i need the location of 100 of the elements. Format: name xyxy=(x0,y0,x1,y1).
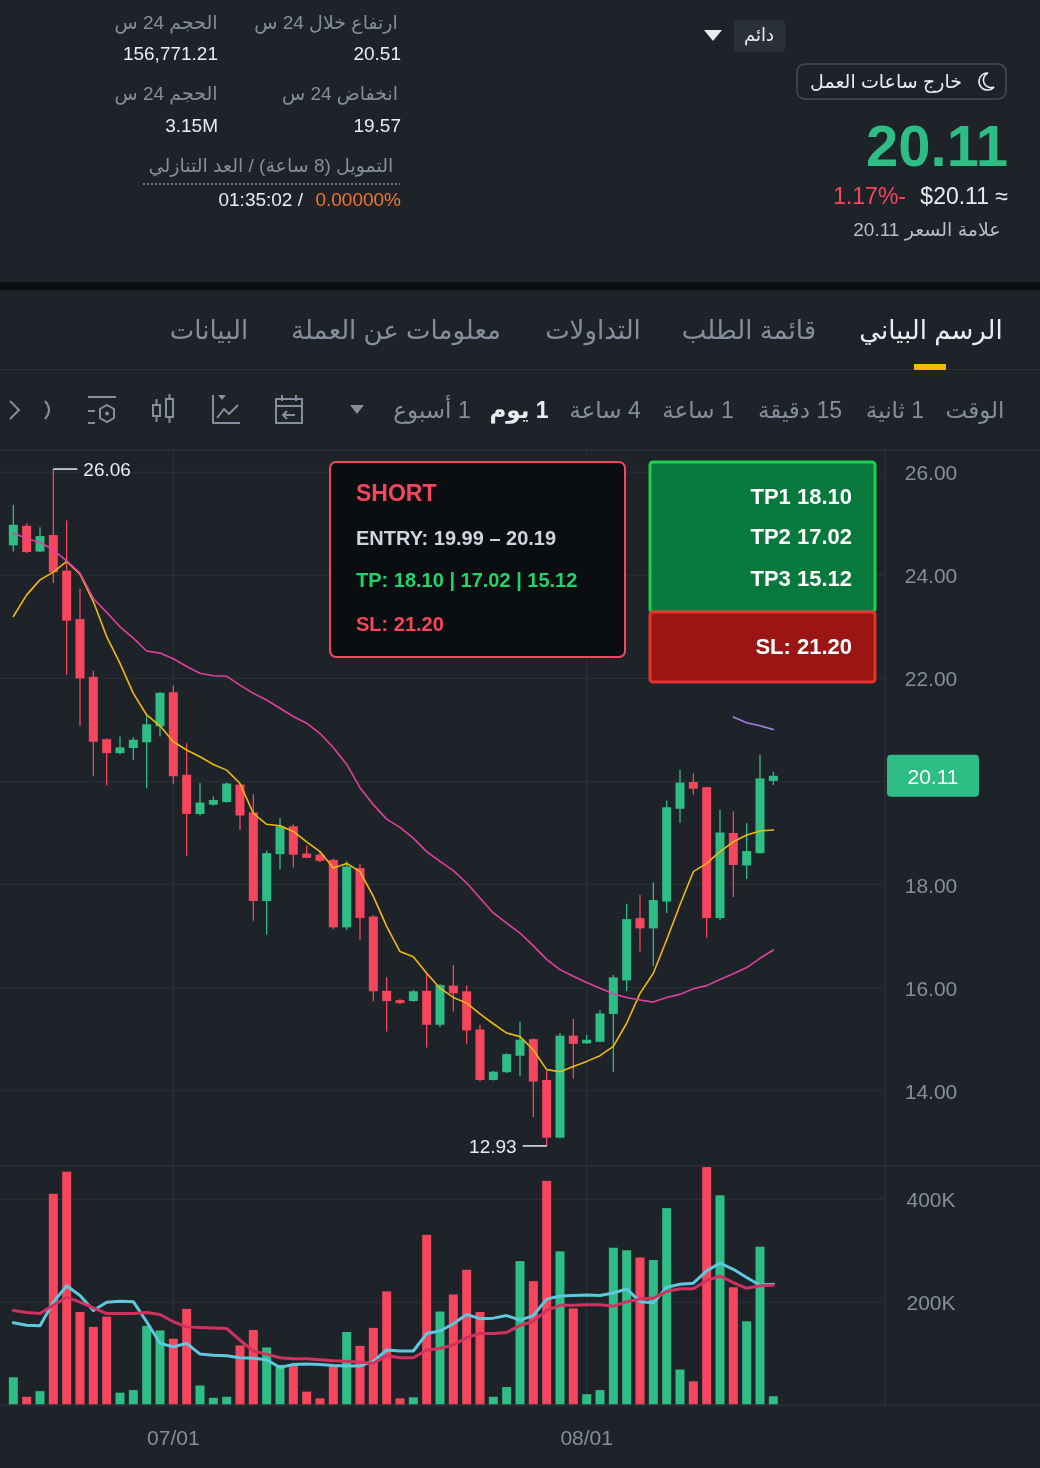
bar xyxy=(515,1261,525,1405)
bar xyxy=(462,1269,472,1405)
bar xyxy=(102,1316,112,1405)
candlestick xyxy=(515,1021,525,1077)
text: 0.00000% xyxy=(315,188,402,210)
bar xyxy=(662,1208,672,1405)
text: 01:35:02 / xyxy=(218,188,304,210)
text: التداولات xyxy=(545,315,641,346)
candlestick xyxy=(742,822,752,880)
annotation: TP: 18.10 | 17.02 | 15.12 xyxy=(356,569,578,591)
text: 1 يوم xyxy=(489,397,549,424)
bar xyxy=(622,1250,632,1405)
line-series xyxy=(732,716,775,731)
bar xyxy=(75,1311,85,1405)
annotation: 20.11 xyxy=(907,764,959,788)
bar xyxy=(35,1391,45,1405)
candlestick xyxy=(635,894,645,953)
y-tick-label: 200K xyxy=(906,1290,956,1314)
y-tick-label: 24.00 xyxy=(904,563,958,587)
text: الحجم 24 س xyxy=(114,82,218,105)
annotation: TP2 17.02 xyxy=(750,523,852,549)
bar xyxy=(8,1377,18,1405)
bar xyxy=(675,1369,685,1405)
y-tick-label: 26.00 xyxy=(904,460,958,484)
annotation: TP3 15.12 xyxy=(750,565,852,591)
bar xyxy=(315,1398,325,1405)
bar xyxy=(688,1381,698,1405)
bar xyxy=(702,1167,712,1405)
text: خارج ساعات العمل xyxy=(810,70,962,93)
annotation: TP1 18.10 xyxy=(750,483,852,509)
bar xyxy=(728,1287,738,1405)
bar xyxy=(608,1247,618,1405)
bar xyxy=(88,1326,98,1405)
bar xyxy=(648,1260,658,1405)
candlestick xyxy=(8,503,18,553)
annotation: ENTRY: 19.99 – 20.19 xyxy=(356,527,557,549)
text: الرسم البياني xyxy=(859,315,1003,346)
annotation: 26.06 xyxy=(83,458,131,480)
text: 20.11 xyxy=(866,112,1008,178)
bar xyxy=(435,1311,445,1405)
annotation: SL: 21.20 xyxy=(755,633,852,659)
candlestick xyxy=(115,735,125,755)
annotation: 12.93 xyxy=(469,1135,517,1157)
candlestick xyxy=(448,964,458,1013)
text: 4 ساعة xyxy=(569,397,641,423)
bar xyxy=(342,1332,352,1405)
bar xyxy=(62,1171,72,1405)
y-tick-label: 22.00 xyxy=(904,666,958,690)
annotation: SL: 21.20 xyxy=(356,613,444,635)
candlestick xyxy=(35,526,45,553)
candlestick xyxy=(102,737,112,787)
bar xyxy=(582,1394,592,1405)
annotation: SHORT xyxy=(356,480,437,506)
bar xyxy=(742,1321,752,1405)
candlestick xyxy=(195,782,205,817)
candlestick xyxy=(568,1018,578,1080)
text: 3.15M xyxy=(165,114,218,136)
bar xyxy=(422,1234,432,1405)
bar xyxy=(715,1195,725,1405)
text: 1 أسبوع xyxy=(393,395,471,424)
line-series xyxy=(11,1274,775,1365)
bar xyxy=(195,1385,205,1405)
bar xyxy=(328,1366,338,1405)
bar xyxy=(448,1294,458,1405)
x-tick-label: 08/01 xyxy=(560,1425,613,1449)
text: 1 ساعة xyxy=(662,397,734,423)
bar xyxy=(182,1308,192,1405)
bar xyxy=(275,1364,285,1405)
candlestick xyxy=(142,714,152,789)
text: 156,771.21 xyxy=(122,42,218,64)
candlestick xyxy=(222,781,232,804)
bar xyxy=(382,1291,392,1405)
text: قائمة الطلب xyxy=(681,315,817,345)
bar xyxy=(755,1246,765,1405)
bar xyxy=(475,1311,485,1405)
candlestick xyxy=(688,772,698,796)
text: معلومات عن العملة xyxy=(291,315,501,346)
candlestick xyxy=(502,1052,512,1074)
bar xyxy=(408,1397,418,1405)
candlestick xyxy=(128,736,138,761)
bar xyxy=(635,1257,645,1405)
text: انخفاض 24 س xyxy=(281,82,399,105)
text: دائم xyxy=(743,25,775,46)
bar xyxy=(168,1338,178,1405)
text: البيانات xyxy=(169,315,249,345)
y-tick-label: 14.00 xyxy=(904,1079,958,1103)
bar xyxy=(502,1387,512,1405)
bar xyxy=(595,1390,605,1405)
bar xyxy=(395,1398,405,1405)
bar xyxy=(48,1193,58,1405)
bar xyxy=(368,1327,378,1405)
text: علامة السعر 20.11 xyxy=(853,218,1001,241)
bar xyxy=(235,1345,245,1405)
bar xyxy=(128,1390,138,1405)
bar xyxy=(248,1329,258,1405)
text: $20.11 ≈ xyxy=(920,183,1008,209)
bar xyxy=(768,1396,778,1405)
y-tick-label: 18.00 xyxy=(904,873,958,897)
y-tick-label: 400K xyxy=(906,1187,956,1211)
line-series xyxy=(11,1261,775,1369)
